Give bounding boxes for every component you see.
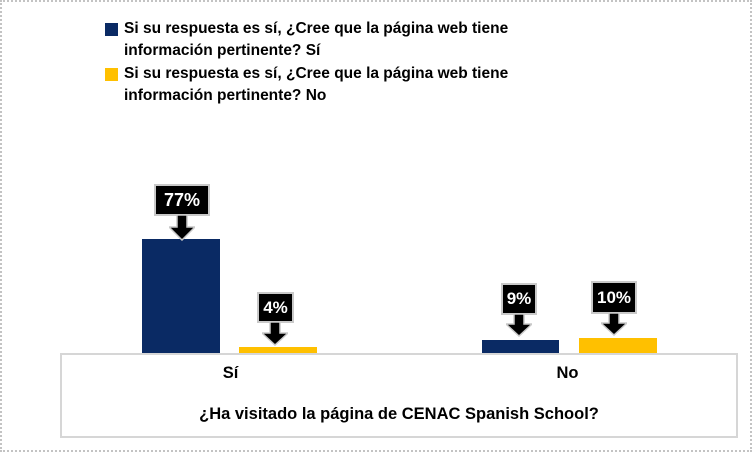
- bar-no-blue: [482, 340, 559, 353]
- x-axis-title: ¿Ha visitado la página de CENAC Spanish …: [199, 405, 599, 423]
- legend-label-no-line1: Si su respuesta es sí, ¿Cree que la pági…: [124, 65, 509, 82]
- bar-si-yellow: [239, 347, 317, 353]
- down-arrow-icon: [506, 314, 532, 337]
- down-arrow-icon: [169, 215, 195, 241]
- legend-item-si: Si su respuesta es sí, ¿Cree que la pági…: [105, 18, 605, 62]
- down-arrow-icon: [262, 322, 288, 346]
- legend-label-si-line2: información pertinente? Sí: [124, 42, 321, 59]
- down-arrow-icon: [601, 313, 627, 336]
- data-label-77-text: 77%: [163, 189, 201, 210]
- legend-label-si: Si su respuesta es sí, ¿Cree que la pági…: [124, 18, 508, 62]
- data-label-77: 77%: [154, 184, 210, 216]
- legend-label-si-line1: Si su respuesta es sí, ¿Cree que la pági…: [124, 20, 509, 37]
- legend-item-no: Si su respuesta es sí, ¿Cree que la pági…: [105, 63, 605, 107]
- data-label-10-text: 10%: [596, 287, 632, 307]
- legend-label-no: Si su respuesta es sí, ¿Cree que la pági…: [124, 63, 508, 107]
- data-label-10: 10%: [591, 281, 637, 314]
- chart-legend: Si su respuesta es sí, ¿Cree que la pági…: [105, 18, 605, 108]
- data-label-9: 9%: [501, 283, 537, 315]
- legend-label-no-line2: información pertinente? No: [124, 87, 327, 104]
- legend-swatch-blue: [105, 23, 118, 36]
- data-label-4: 4%: [257, 292, 294, 323]
- data-label-9-text: 9%: [506, 289, 532, 308]
- x-axis-area: Sí No ¿Ha visitado la página de CENAC Sp…: [60, 353, 738, 438]
- bar-no-yellow: [579, 338, 657, 353]
- bar-si-blue: [142, 239, 220, 353]
- data-label-4-text: 4%: [263, 297, 288, 317]
- x-axis-category-no: No: [556, 364, 579, 382]
- legend-swatch-yellow: [105, 68, 118, 81]
- x-axis-category-si: Sí: [222, 364, 239, 382]
